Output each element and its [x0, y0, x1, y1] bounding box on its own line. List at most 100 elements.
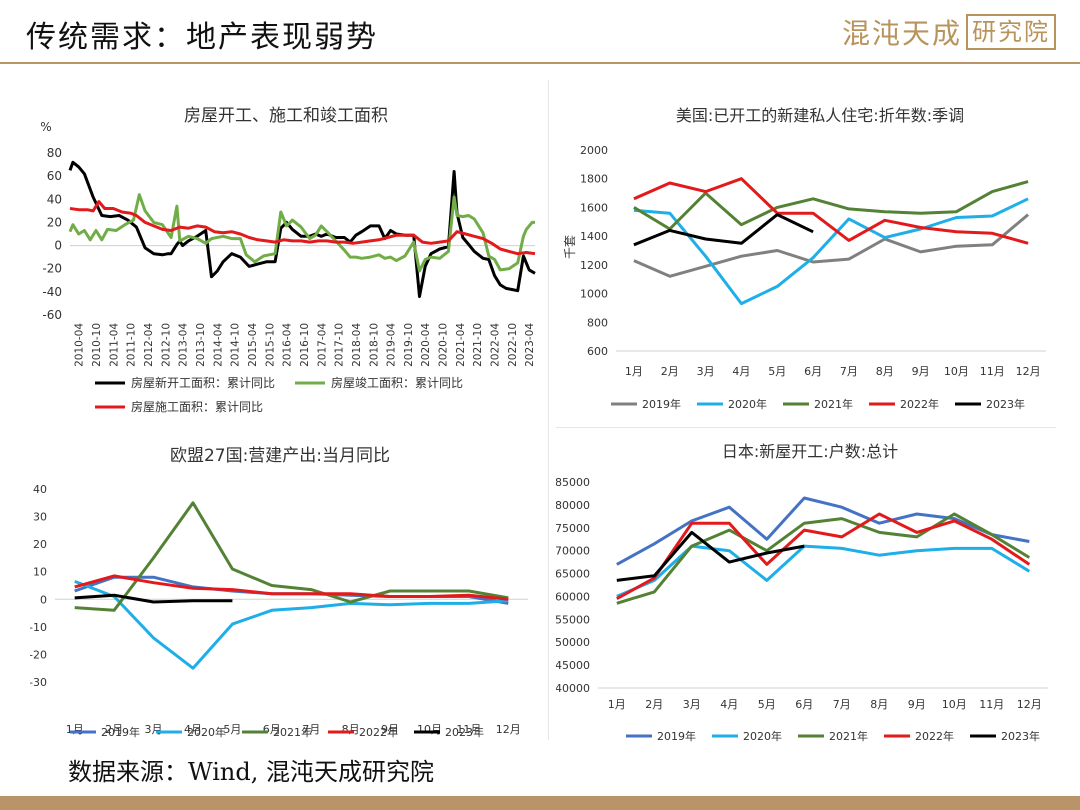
y-tick-label: 40 — [33, 483, 47, 496]
x-tick-label: 2016-04 — [282, 323, 294, 367]
legend-label: 2020年 — [743, 729, 782, 743]
x-tick-label: 2020-10 — [438, 323, 450, 367]
x-tick-label: 12月 — [1016, 365, 1041, 378]
chart-us-housing-starts: 美国:已开工的新建私人住宅:折年数:季调 千套 2000 1800 1600 1400… — [563, 106, 1046, 411]
y-tick-label: 2000 — [580, 144, 608, 157]
y-tick-label: 55000 — [556, 613, 590, 626]
x-tick-label: 6月 — [795, 698, 813, 711]
x-tick-label: 5月 — [223, 723, 241, 736]
x-tick-label: 2022-04 — [490, 323, 502, 367]
chart-eu-construction-output: 欧盟27国:营建产出:当月同比 40 30 20 10 0 -10 -20 -30 1月 2月 3… — [30, 446, 528, 739]
y-tick-label: 80 — [47, 146, 62, 160]
x-tick-label: 11月 — [979, 698, 1004, 711]
y-tick-label: 70000 — [556, 545, 590, 558]
x-tick-label: 2014-04 — [212, 323, 224, 367]
series-line-2020 — [633, 197, 1029, 306]
x-tick-label: 1月 — [66, 723, 84, 736]
x-tick-label: 4月 — [732, 365, 750, 378]
y-tick-label: 20 — [33, 538, 47, 551]
y-tick-label: 20 — [47, 215, 62, 229]
x-tick-label: 4月 — [184, 723, 202, 736]
x-tick-label: 9月 — [912, 365, 930, 378]
x-tick-label: 10月 — [944, 365, 969, 378]
legend-label: 2020年 — [728, 397, 767, 411]
x-tick-label: 3月 — [683, 698, 701, 711]
page-title: 传统需求：地产表现弱势 — [26, 20, 378, 55]
x-axis: 1月 2月 3月 4月 5月 6月 7月 8月 9月 10月 11月 12月 — [55, 598, 528, 736]
x-tick-label: 2020-04 — [420, 323, 432, 367]
legend-label: 2021年 — [814, 397, 853, 411]
series-line-2019 — [633, 213, 1030, 278]
chart-title: 日本:新屋开工:户数:总计 — [722, 442, 898, 461]
legend-label: 2021年 — [273, 725, 312, 739]
x-tick-label: 2021-04 — [455, 323, 467, 367]
x-tick-label: 2014-10 — [230, 323, 242, 367]
legend-label: 房屋施工面积：累计同比 — [131, 399, 263, 414]
x-tick-label: 2023-04 — [524, 323, 536, 367]
x-tick-label: 2011-04 — [108, 323, 120, 367]
x-tick-label: 6月 — [804, 365, 822, 378]
x-tick-label: 9月 — [381, 723, 399, 736]
series-line-2021 — [74, 501, 509, 612]
legend-label: 2019年 — [657, 729, 696, 743]
logo-main-text: 混沌天成 — [841, 17, 962, 50]
chart-title: 美国:已开工的新建私人住宅:折年数:季调 — [676, 106, 964, 125]
series-group — [616, 496, 1031, 605]
series-line-2022 — [616, 512, 1031, 601]
y-axis-unit: % — [40, 120, 51, 134]
x-tick-label: 11月 — [980, 365, 1005, 378]
series-line-3 — [69, 200, 536, 256]
chart-japan-housing-starts: 日本:新屋开工:户数:总计 85000 80000 75000 70000 65000 6… — [556, 442, 1048, 743]
y-tick-label: 10 — [33, 566, 47, 579]
y-tick-label: 75000 — [556, 522, 590, 535]
x-tick-label: 10月 — [417, 723, 442, 736]
y-tick-label: -20 — [30, 648, 47, 661]
x-tick-label: 2月 — [105, 723, 123, 736]
legend-label: 2022年 — [900, 397, 939, 411]
y-tick-label: 1600 — [580, 201, 608, 214]
x-tick-label: 8月 — [876, 365, 894, 378]
series-line-2020 — [74, 579, 509, 670]
y-axis: 80 60 40 20 0 -20 -40 -60 — [42, 146, 535, 322]
y-tick-label: 50000 — [556, 636, 590, 649]
data-source-note: 数据来源：Wind, 混沌天成研究院 — [68, 758, 434, 786]
x-tick-label: 7月 — [833, 698, 851, 711]
y-tick-label: 1000 — [580, 288, 608, 301]
x-tick-label: 2015-10 — [264, 323, 276, 367]
x-tick-label: 3月 — [145, 723, 163, 736]
series-line-2023 — [74, 593, 233, 604]
series-line-2019 — [616, 496, 1030, 566]
legend-label: 2019年 — [642, 397, 681, 411]
series-line-2022 — [74, 574, 509, 601]
series-line-2022 — [633, 177, 1029, 245]
legend-label: 2021年 — [829, 729, 868, 743]
y-axis: 40 30 20 10 0 -10 -20 -30 — [30, 483, 47, 689]
series-group — [68, 160, 536, 298]
y-tick-label: 1400 — [580, 230, 608, 243]
y-tick-label: 65000 — [556, 568, 590, 581]
panel-divider-horizontal — [556, 427, 1056, 428]
series-line-2020 — [616, 544, 1031, 598]
legend-label: 房屋新开工面积：累计同比 — [131, 375, 275, 390]
y-tick-label: 600 — [587, 345, 608, 358]
x-tick-label: 2012-04 — [143, 323, 155, 367]
y-tick-label: -30 — [30, 676, 47, 689]
panel-divider-vertical — [548, 80, 549, 740]
y-tick-label: 30 — [33, 511, 47, 524]
y-tick-label: 45000 — [556, 659, 590, 672]
legend-label: 房屋竣工面积：累计同比 — [331, 375, 463, 390]
chart-china-construction: 房屋开工、施工和竣工面积 % 80 60 40 20 0 -20 -40 -60 2010-0… — [40, 106, 536, 414]
x-tick-label: 8月 — [870, 698, 888, 711]
legend-label: 2020年 — [187, 725, 226, 739]
legend-label: 2019年 — [101, 725, 140, 739]
y-axis: 2000 1800 1600 1400 1200 1000 800 600 — [580, 144, 608, 358]
x-tick-label: 11月 — [456, 723, 481, 736]
x-tick-label: 2022-10 — [507, 323, 519, 367]
legend-label: 2023年 — [1001, 729, 1040, 743]
series-group — [633, 177, 1030, 306]
y-tick-label: 800 — [587, 316, 608, 329]
x-tick-label: 2013-04 — [178, 323, 190, 367]
x-tick-label: 12月 — [1017, 698, 1042, 711]
x-tick-label: 2021-10 — [472, 323, 484, 367]
